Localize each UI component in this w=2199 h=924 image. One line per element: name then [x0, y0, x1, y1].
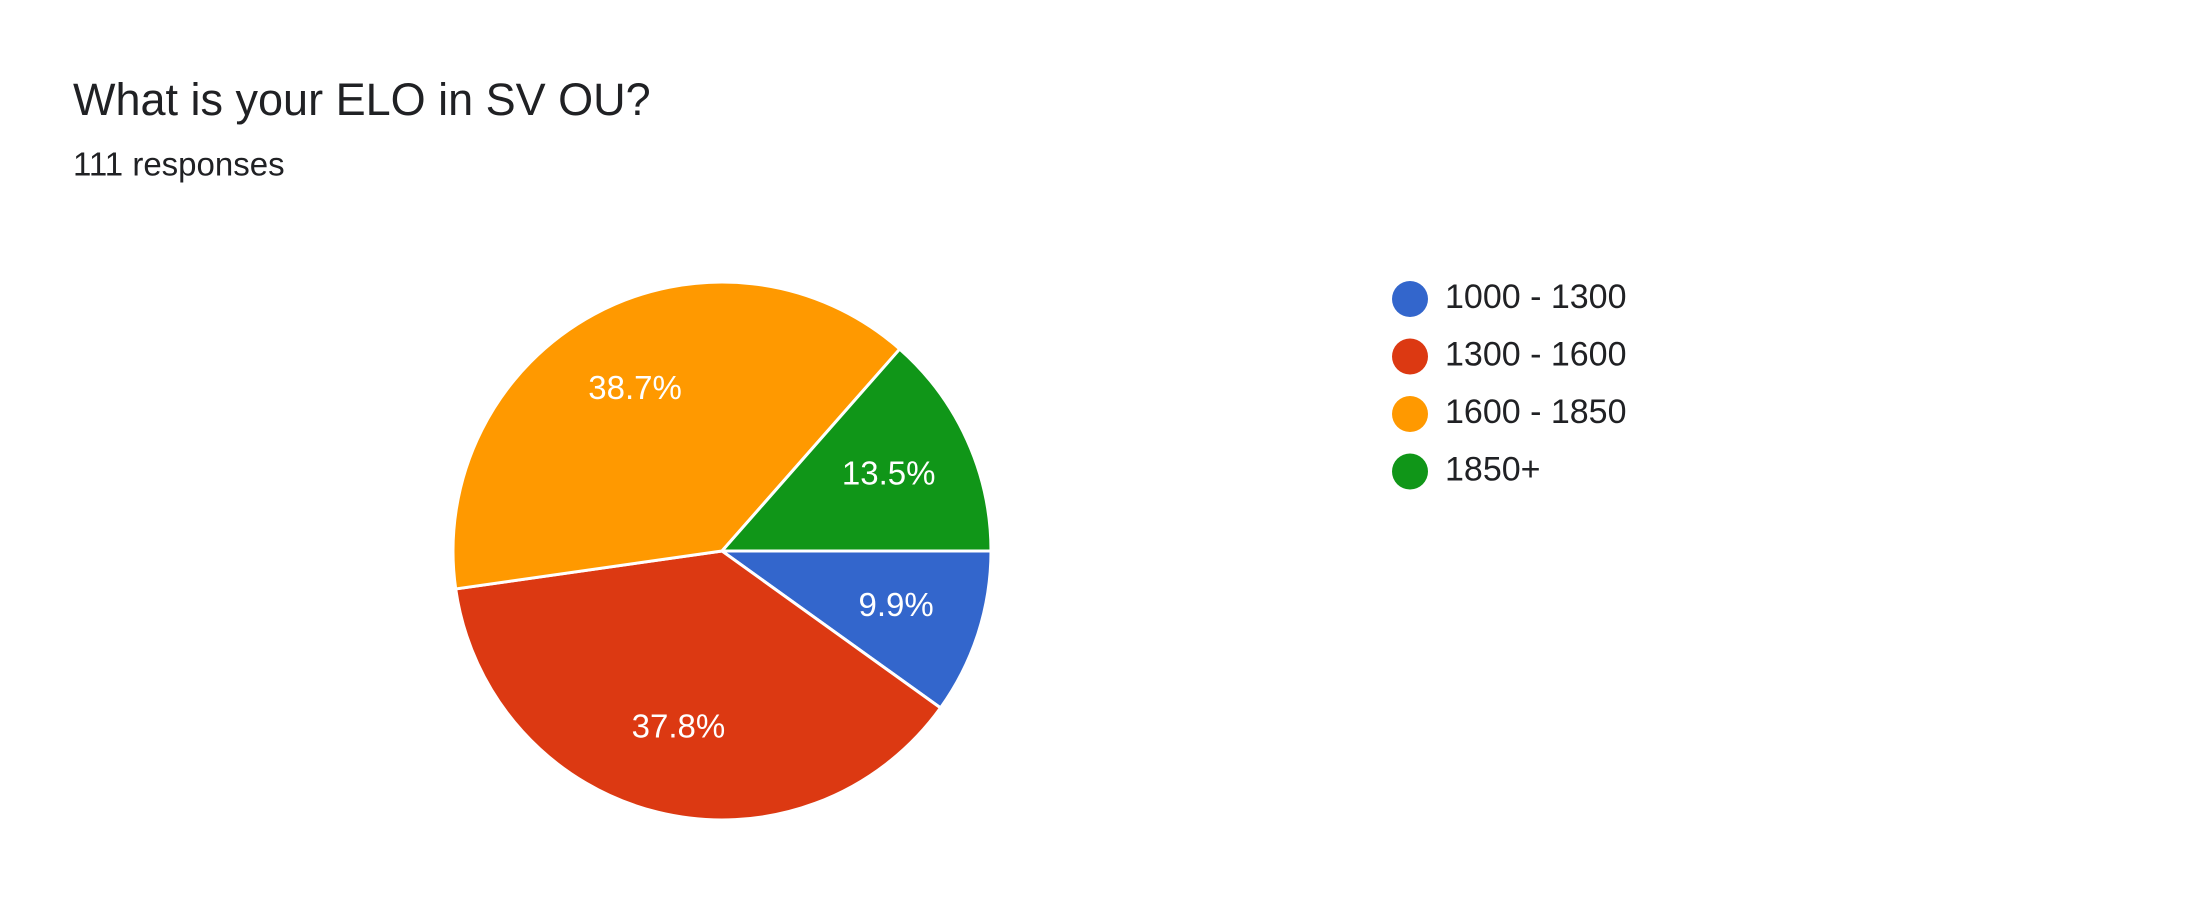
pie-slice: [453, 549, 943, 822]
data-label: 38.7%: [588, 369, 682, 406]
chart-subtitle: 111 responses: [73, 146, 285, 183]
pie-slice: [718, 346, 993, 553]
data-label: 9.9%: [859, 586, 934, 623]
pie-slice: [451, 280, 902, 591]
legend-swatch: [1392, 338, 1428, 375]
legend-label: 1600 - 1850: [1445, 393, 1627, 431]
data-label: 13.5%: [842, 454, 936, 491]
legend-swatch: [1392, 396, 1428, 432]
legend-swatch: [1392, 453, 1428, 490]
legend-label: 1300 - 1600: [1445, 335, 1627, 373]
legend-swatch: [1392, 281, 1428, 317]
chart-title: What is your ELO in SV OU?: [73, 74, 651, 125]
legend-label: 1850+: [1445, 450, 1541, 488]
pie-slice: [717, 549, 993, 710]
legend-label: 1000 - 1300: [1445, 278, 1627, 316]
data-label: 37.8%: [632, 707, 726, 744]
